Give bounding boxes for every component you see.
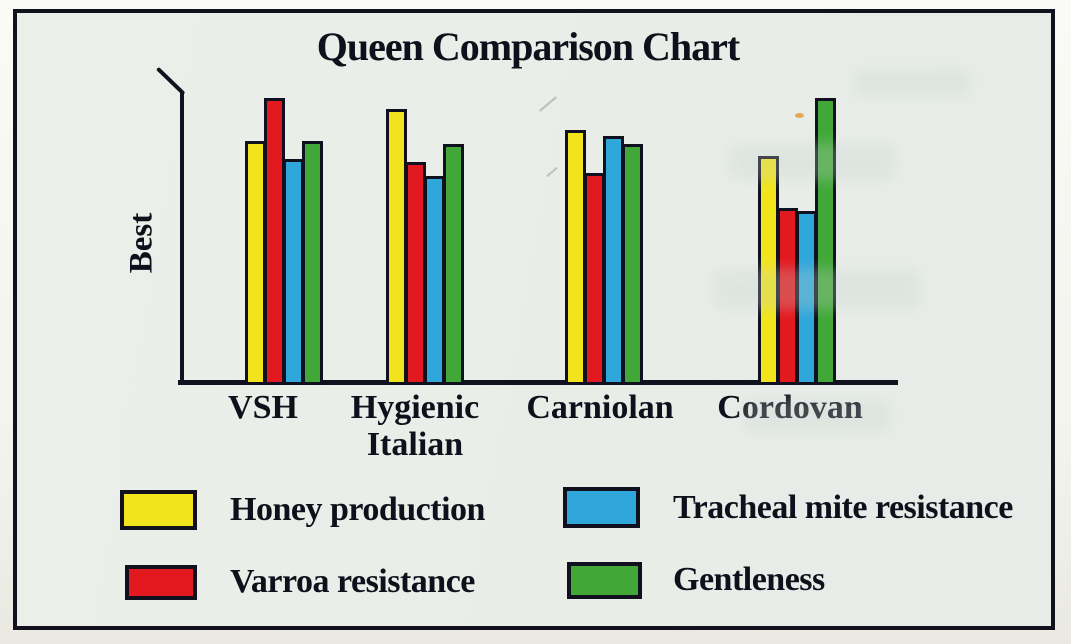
bleed-through-smudge: [852, 68, 972, 98]
legend-swatch-tracheal-mite-resistance: [563, 487, 640, 528]
y-axis-top-tick: [155, 66, 186, 96]
bar-gentleness-vsh: [302, 141, 323, 385]
legend-swatch-gentleness: [567, 561, 642, 599]
legend-label-honey-production: Honey production: [230, 491, 485, 528]
legend-label-varroa-resistance: Varroa resistance: [230, 563, 475, 600]
bar-honey-production-cordovan: [758, 156, 779, 385]
bar-gentleness-carniolan: [622, 144, 643, 385]
bleed-through-smudge: [727, 143, 897, 181]
bar-tracheal-mite-resistance-cordovan: [796, 211, 817, 385]
bar-honey-production-vsh: [245, 141, 266, 385]
bar-varroa-resistance-hygienic-italian: [405, 162, 426, 385]
legend-item-tracheal-mite-resistance: Tracheal mite resistance: [563, 487, 1013, 528]
x-tick-label-cordovan: Cordovan: [717, 389, 863, 426]
bar-tracheal-mite-resistance-hygienic-italian: [424, 176, 445, 385]
bar-tracheal-mite-resistance-vsh: [283, 159, 304, 385]
legend-swatch-honey-production: [120, 490, 197, 530]
ink-speck: [795, 113, 804, 118]
bar-honey-production-hygienic-italian: [386, 109, 407, 385]
bar-varroa-resistance-vsh: [264, 98, 285, 385]
y-axis-label: Best: [123, 212, 160, 274]
bar-varroa-resistance-cordovan: [777, 208, 798, 385]
legend-item-varroa-resistance: Varroa resistance: [125, 563, 475, 601]
legend-item-honey-production: Honey production: [120, 490, 485, 530]
chart-frame: Queen Comparison Chart Best VSH Hygienic I…: [13, 9, 1055, 630]
bar-varroa-resistance-carniolan: [584, 173, 605, 385]
legend-label-gentleness: Gentleness: [673, 561, 825, 598]
bar-gentleness-hygienic-italian: [443, 144, 464, 385]
x-axis-line: [178, 380, 898, 385]
bar-tracheal-mite-resistance-carniolan: [603, 136, 624, 385]
y-axis-line: [180, 93, 184, 385]
legend-swatch-varroa-resistance: [125, 564, 197, 600]
bar-honey-production-carniolan: [565, 130, 586, 385]
x-tick-label-hygienic-italian: Hygienic Italian: [350, 389, 480, 463]
chart-title: Queen Comparison Chart: [316, 24, 740, 69]
x-tick-label-carniolan: Carniolan: [526, 389, 674, 426]
legend-label-tracheal-mite-resistance: Tracheal mite resistance: [673, 488, 1013, 526]
legend-item-gentleness: Gentleness: [567, 561, 825, 599]
pencil-mark: [545, 166, 559, 178]
pencil-mark: [538, 96, 558, 112]
x-tick-label-vsh: VSH: [228, 389, 298, 426]
bar-gentleness-cordovan: [815, 98, 836, 385]
